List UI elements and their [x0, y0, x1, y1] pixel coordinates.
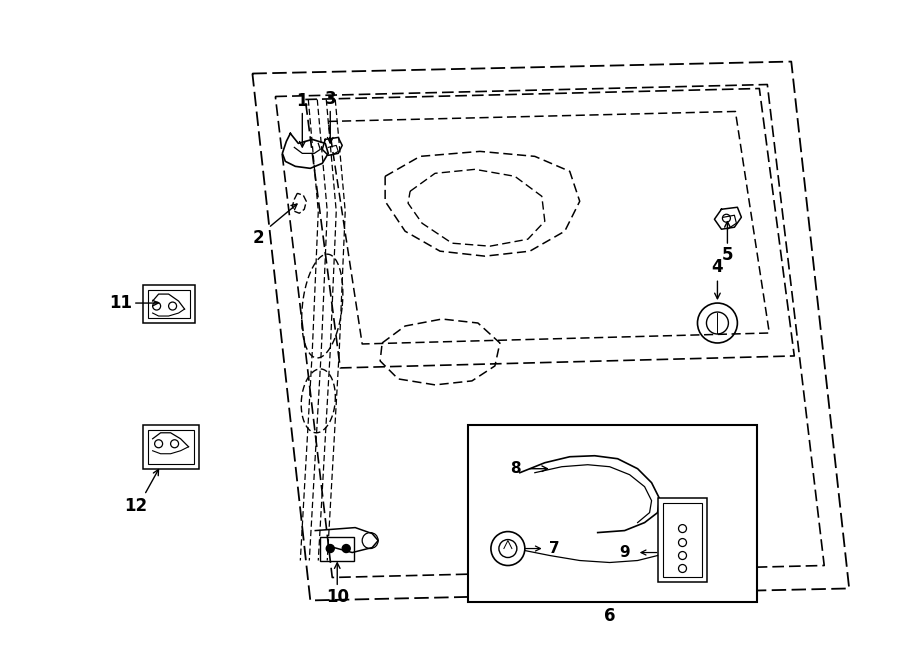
Bar	[658, 498, 707, 582]
Bar	[142, 425, 199, 469]
Circle shape	[342, 545, 350, 553]
Circle shape	[362, 533, 378, 549]
Text: 5: 5	[722, 246, 734, 264]
Bar	[320, 537, 355, 561]
Circle shape	[499, 539, 517, 557]
Text: 7: 7	[550, 541, 560, 556]
Circle shape	[706, 312, 728, 334]
Circle shape	[698, 303, 737, 343]
Bar	[662, 502, 703, 578]
Text: 2: 2	[253, 229, 265, 247]
Text: 4: 4	[712, 258, 724, 276]
Circle shape	[491, 531, 525, 566]
Bar	[148, 290, 190, 318]
Text: 11: 11	[109, 294, 132, 312]
Text: 10: 10	[326, 588, 348, 606]
Text: 8: 8	[510, 461, 521, 476]
Text: 6: 6	[604, 607, 616, 625]
Text: 3: 3	[324, 91, 336, 108]
Bar	[148, 430, 194, 464]
Bar	[468, 425, 758, 602]
Text: 1: 1	[297, 93, 308, 110]
Bar	[142, 285, 194, 323]
Text: 9: 9	[619, 545, 630, 560]
Text: 12: 12	[124, 496, 148, 515]
Circle shape	[327, 545, 334, 553]
